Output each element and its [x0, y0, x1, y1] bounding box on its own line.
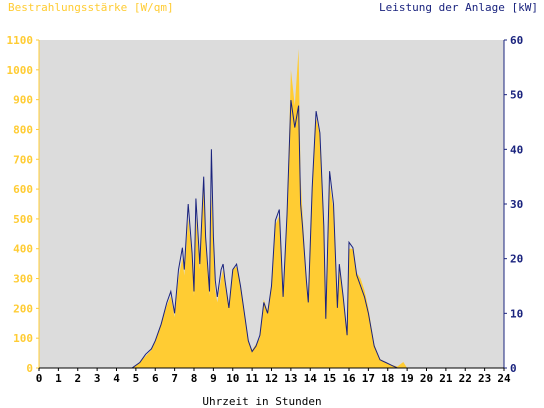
x-tick-label: 22 [459, 372, 472, 385]
x-tick-label: 23 [478, 372, 491, 385]
left-tick-label: 500 [13, 213, 33, 226]
x-tick-label: 2 [74, 372, 81, 385]
right-tick-label: 20 [510, 253, 523, 266]
left-tick-label: 300 [13, 273, 33, 286]
left-tick-label: 400 [13, 243, 33, 256]
series-layer [39, 48, 504, 369]
left-tick-label: 1000 [7, 64, 34, 77]
x-tick-label: 4 [113, 372, 120, 385]
x-tick-label: 19 [401, 372, 414, 385]
right-tick-label: 50 [510, 89, 523, 102]
x-tick-label: 14 [304, 372, 318, 385]
left-tick-label: 800 [13, 123, 33, 136]
x-tick-label: 18 [381, 372, 394, 385]
irradiance-area [39, 48, 504, 369]
x-axis-ticks: 0 1 2 3 4 5 6 7 8 9 10 11 12 13 14 15 16 17 18 19 20 21 22 23 24 [36, 368, 511, 385]
x-tick-label: 5 [133, 372, 140, 385]
right-tick-label: 40 [510, 143, 523, 156]
left-tick-label: 900 [13, 94, 33, 107]
x-tick-label: 9 [210, 372, 217, 385]
x-tick-label: 15 [323, 372, 336, 385]
left-tick-label: 700 [13, 153, 33, 166]
left-tick-label: 1100 [7, 34, 34, 47]
x-tick-label: 11 [246, 372, 260, 385]
x-tick-label: 20 [420, 372, 433, 385]
x-tick-label: 7 [171, 372, 178, 385]
left-tick-label: 100 [13, 332, 33, 345]
x-tick-label: 8 [191, 372, 198, 385]
x-axis-title: Uhrzeit in Stunden [202, 395, 321, 408]
x-tick-label: 24 [497, 372, 511, 385]
left-tick-label: 0 [26, 362, 33, 375]
x-tick-label: 21 [439, 372, 453, 385]
right-tick-label: 10 [510, 307, 523, 320]
x-tick-label: 16 [342, 372, 356, 385]
left-tick-label: 200 [13, 302, 33, 315]
x-tick-label: 12 [265, 372, 278, 385]
x-tick-label: 0 [36, 372, 43, 385]
x-tick-label: 6 [152, 372, 159, 385]
left-axis-ticks: 0 100 200 300 400 500 600 700 800 900 1000 1100 [7, 34, 39, 375]
power-line [39, 100, 504, 369]
x-tick-label: 13 [284, 372, 297, 385]
right-axis-ticks: 0 10 20 30 40 50 60 [504, 34, 523, 375]
right-tick-label: 30 [510, 198, 523, 211]
x-tick-label: 3 [94, 372, 101, 385]
left-tick-label: 600 [13, 183, 33, 196]
x-tick-label: 1 [55, 372, 62, 385]
x-tick-label: 17 [362, 372, 375, 385]
right-axis-title: Leistung der Anlage [kW] [379, 1, 538, 14]
left-axis-title: Bestrahlungsstärke [W/qm] [8, 1, 174, 14]
right-tick-label: 60 [510, 34, 523, 47]
x-tick-label: 10 [226, 372, 239, 385]
right-tick-label: 0 [510, 362, 517, 375]
